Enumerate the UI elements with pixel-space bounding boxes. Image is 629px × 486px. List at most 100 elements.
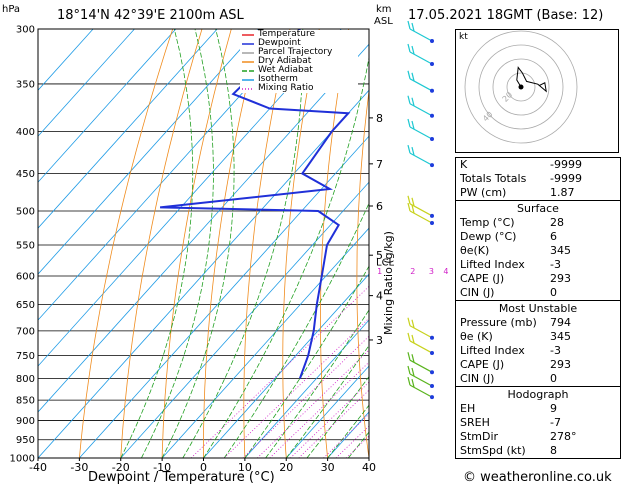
wind-barb [407,352,434,375]
y-tick-label: 800 [16,374,35,385]
index-value: 278° [550,430,577,443]
hodograph-unit-label: kt [459,32,468,42]
index-row: CIN (J) 0 [456,372,620,386]
index-value: -9999 [550,172,582,185]
x-axis-label: Dewpoint / Temperature (°C) [88,470,275,485]
km-tick-label: 4 [376,290,383,303]
mixing-ratio-label: 2 [410,267,415,276]
isotherm-line [244,319,369,458]
legend-swatch [242,34,254,36]
legend-item: Temperature [242,29,358,39]
indices-table: K -9999 Totals Totals -9999 PW (cm) 1.87 Surf… [455,157,621,459]
y-tick-label: 550 [16,240,35,251]
wind-barb-dot [430,213,434,218]
wind-barb-flag [407,202,411,212]
wind-barb-staff [409,359,433,373]
index-value: 345 [550,244,571,257]
legend-swatch [242,88,254,90]
wind-barb-staff [409,210,433,224]
wind-barb-flag [407,144,411,154]
legend-item: Parcel Trajectory [242,47,358,57]
mixing-ratio-line [242,335,369,458]
isotherm-line [203,273,369,458]
isotherm-line [38,29,177,183]
wind-barb-dot [430,395,434,400]
index-value: -7 [550,416,561,429]
km-tick-label: 6 [376,200,383,213]
wind-barb-flag [411,72,415,81]
y-tick-label: 950 [16,435,35,446]
index-value: 0 [550,372,557,385]
index-label: Pressure (mb) [460,316,537,329]
index-value: 293 [550,358,571,371]
index-label: θe(K) [460,244,490,257]
index-value: -9999 [550,158,582,171]
index-label: CIN (J) [460,372,495,385]
wind-barb [407,332,434,355]
y-tick-label: 300 [16,25,35,36]
wind-barb-staff [409,51,433,65]
wind-barb [407,144,434,168]
wind-barb-flag [407,195,411,204]
wind-barb-flag [411,378,415,388]
wind-barb-flag [411,120,415,130]
y-tick-label: 350 [16,79,35,90]
hodograph-ring [478,44,564,130]
pressure-unit-label: hPa [2,4,21,15]
wind-barb [407,195,434,218]
wind-barb-flag [407,20,411,30]
credit-footer: © weatheronline.co.uk [463,470,612,485]
y-tick-label: 400 [16,127,35,138]
wind-barb-dot [430,384,434,389]
y-tick-label: 450 [16,169,35,180]
index-label: EH [460,402,476,415]
isotherm-line [38,29,218,229]
wind-barb-flag [411,354,415,363]
index-value: 293 [550,272,571,285]
isotherm-line [38,29,94,91]
legend-label: Parcel Trajectory [258,47,333,57]
wind-barb-dot [430,370,434,375]
asl-unit-label: ASL [374,16,393,27]
index-label: θe (K) [460,330,493,343]
legend-label: Mixing Ratio [258,83,314,93]
isotherm-line [285,365,369,458]
wind-barb-staff [409,78,433,92]
dry-adiabat-line [319,29,350,458]
wind-barb-flag [407,332,411,342]
legend-item: Isotherm [242,74,358,84]
dry-adiabat-line [282,29,320,458]
isotherm-line [161,227,369,458]
index-label: CIN (J) [460,286,495,299]
wind-barb-staff [409,384,433,398]
index-row: θe(K) 345 [456,244,620,258]
wind-barb [407,365,434,389]
index-row: CAPE (J) 293 [456,358,620,372]
wind-barb-dot [430,39,434,43]
index-row: StmSpd (kt) 8 [456,444,620,458]
index-row: CAPE (J) 293 [456,272,620,286]
wind-barb [407,20,434,43]
y2-axis-label: Mixing Ratio (g/kg) [382,231,395,335]
index-value: 345 [550,330,571,343]
x-tick-label: 40 [362,461,376,474]
legend-swatch [242,70,254,72]
dry-adiabat-line [203,29,262,458]
legend-label: Dry Adiabat [258,56,312,66]
index-row: Totals Totals -9999 [456,172,620,186]
wind-barb-flag [411,45,415,55]
km-tick-label: 3 [376,334,383,347]
index-label: K [460,158,468,171]
index-row: Lifted Index -3 [456,258,620,272]
x-tick-label: -40 [29,461,47,474]
location-title: 18°14'N 42°39'E 2100m ASL [57,8,244,23]
isotherm-line [38,43,369,413]
index-row: CIN (J) 0 [456,286,620,300]
wind-barb [407,317,434,340]
index-value: -3 [550,344,561,357]
wet-adiabat-line [327,404,369,458]
wind-barb-flag [411,146,415,156]
x-tick-label: 30 [321,461,335,474]
y-tick-label: 750 [16,351,35,362]
km-unit-label: km [376,4,392,15]
